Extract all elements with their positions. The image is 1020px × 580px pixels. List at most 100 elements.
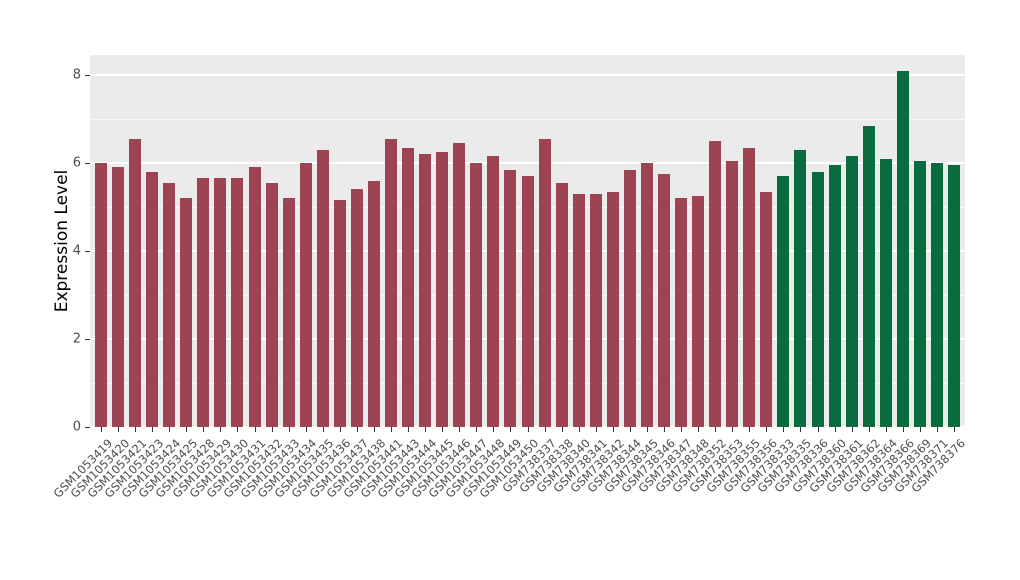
- y-axis-title: Expression Level: [52, 169, 72, 313]
- bar: [316, 149, 329, 427]
- minor-gridline: [90, 119, 965, 120]
- major-gridline: [90, 74, 965, 76]
- bar: [453, 143, 466, 427]
- x-tick-mark: [169, 427, 171, 432]
- bar: [231, 178, 244, 427]
- x-tick-mark: [646, 427, 648, 432]
- x-tick-mark: [936, 427, 938, 432]
- major-gridline: [90, 162, 965, 164]
- x-tick-mark: [868, 427, 870, 432]
- bar: [265, 182, 278, 427]
- x-tick-mark: [749, 427, 751, 432]
- x-tick-mark: [186, 427, 188, 432]
- x-tick-mark: [152, 427, 154, 432]
- bar: [623, 169, 636, 427]
- y-tick-mark: [85, 339, 90, 340]
- y-tick-label: 8: [72, 67, 81, 83]
- y-tick-mark: [85, 251, 90, 252]
- y-tick-label: 4: [72, 243, 81, 259]
- x-tick-mark: [834, 427, 836, 432]
- x-tick-mark: [629, 427, 631, 432]
- bar: [640, 163, 653, 427]
- bar: [470, 163, 483, 427]
- bar: [572, 193, 585, 427]
- bar: [282, 198, 295, 427]
- x-tick-mark: [425, 427, 427, 432]
- bar: [299, 163, 312, 427]
- bar: [828, 165, 841, 427]
- x-tick-mark: [254, 427, 256, 432]
- bar: [896, 70, 909, 427]
- bar: [504, 169, 517, 427]
- bar: [743, 147, 756, 427]
- bar: [555, 182, 568, 427]
- x-tick-mark: [766, 427, 768, 432]
- bar: [777, 176, 790, 427]
- y-tick-label: 6: [72, 155, 81, 171]
- bar: [95, 163, 107, 427]
- bar: [214, 178, 227, 427]
- x-tick-mark: [322, 427, 324, 432]
- bar: [180, 198, 193, 427]
- bar: [930, 163, 943, 427]
- x-tick-mark: [459, 427, 461, 432]
- x-tick-mark: [902, 427, 904, 432]
- bar: [538, 138, 551, 427]
- x-tick-mark: [220, 427, 222, 432]
- x-tick-mark: [373, 427, 375, 432]
- x-tick-mark: [476, 427, 478, 432]
- x-tick-mark: [408, 427, 410, 432]
- bar: [333, 200, 346, 427]
- bar: [845, 156, 858, 427]
- x-tick-mark: [885, 427, 887, 432]
- bar: [862, 125, 875, 427]
- x-tick-mark: [339, 427, 341, 432]
- x-tick-mark: [305, 427, 307, 432]
- x-tick-mark: [544, 427, 546, 432]
- x-tick-mark: [391, 427, 393, 432]
- bar: [146, 171, 159, 427]
- y-tick-label: 0: [72, 419, 81, 435]
- bar: [948, 165, 960, 427]
- x-tick-mark: [510, 427, 512, 432]
- bar: [709, 141, 722, 427]
- bar: [606, 191, 619, 427]
- bar: [350, 189, 363, 427]
- x-tick-mark: [493, 427, 495, 432]
- x-tick-mark: [783, 427, 785, 432]
- bar: [913, 160, 926, 427]
- x-tick-mark: [101, 427, 102, 432]
- x-tick-mark: [732, 427, 734, 432]
- x-tick-mark: [237, 427, 239, 432]
- x-tick-mark: [663, 427, 665, 432]
- x-tick-mark: [612, 427, 614, 432]
- bar: [367, 180, 380, 427]
- x-tick-mark: [288, 427, 290, 432]
- bar: [129, 138, 142, 427]
- x-tick-mark: [442, 427, 444, 432]
- bar: [811, 171, 824, 427]
- bar: [726, 160, 739, 427]
- x-tick-mark: [527, 427, 529, 432]
- x-tick-mark: [817, 427, 819, 432]
- bar: [692, 196, 705, 427]
- bar: [794, 149, 807, 427]
- bar: [248, 167, 261, 427]
- bar: [385, 138, 398, 427]
- x-tick-mark: [954, 427, 955, 432]
- x-tick-mark: [203, 427, 205, 432]
- bar: [675, 198, 688, 427]
- x-tick-mark: [681, 427, 683, 432]
- bar: [657, 174, 670, 427]
- x-tick-mark: [851, 427, 853, 432]
- bar: [112, 167, 125, 427]
- bar: [402, 147, 415, 427]
- y-tick-label: 2: [72, 331, 81, 347]
- x-tick-mark: [715, 427, 717, 432]
- x-tick-mark: [561, 427, 563, 432]
- plot-panel: [90, 55, 965, 428]
- bar: [589, 193, 602, 427]
- x-tick-mark: [919, 427, 921, 432]
- bar: [879, 158, 892, 427]
